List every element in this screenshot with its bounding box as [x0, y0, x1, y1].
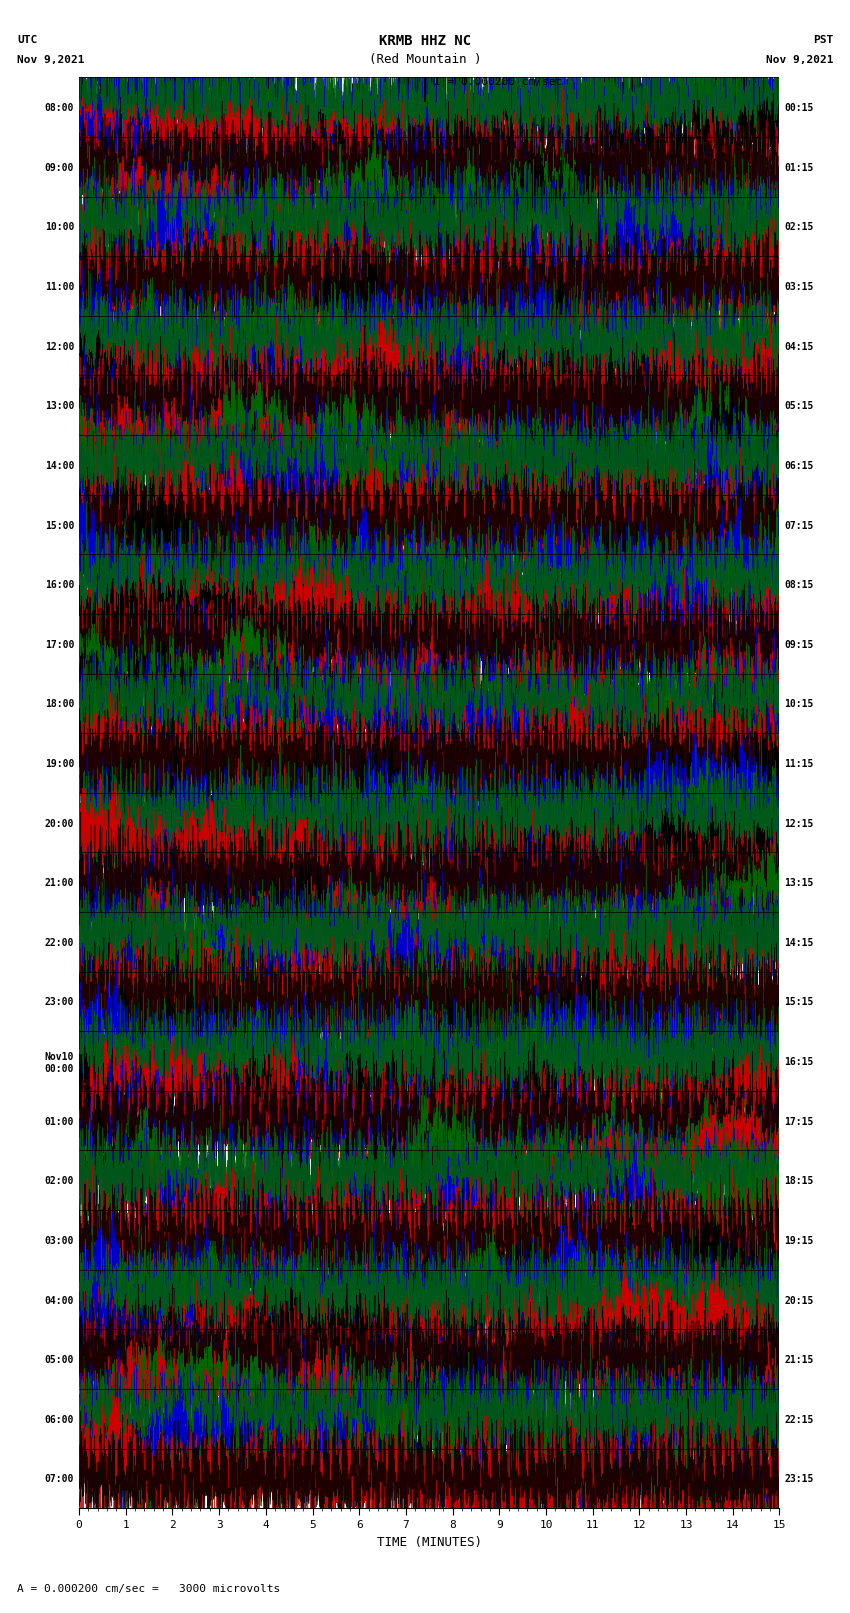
Text: I = 0.000200 cm/sec: I = 0.000200 cm/sec	[434, 77, 562, 87]
X-axis label: TIME (MINUTES): TIME (MINUTES)	[377, 1536, 482, 1548]
Text: A = 0.000200 cm/sec =   3000 microvolts: A = 0.000200 cm/sec = 3000 microvolts	[17, 1584, 280, 1594]
Text: Nov 9,2021: Nov 9,2021	[17, 55, 84, 65]
Text: KRMB HHZ NC: KRMB HHZ NC	[379, 34, 471, 48]
Text: PST: PST	[813, 35, 833, 45]
Text: Nov 9,2021: Nov 9,2021	[766, 55, 833, 65]
Text: UTC: UTC	[17, 35, 37, 45]
Text: (Red Mountain ): (Red Mountain )	[369, 53, 481, 66]
